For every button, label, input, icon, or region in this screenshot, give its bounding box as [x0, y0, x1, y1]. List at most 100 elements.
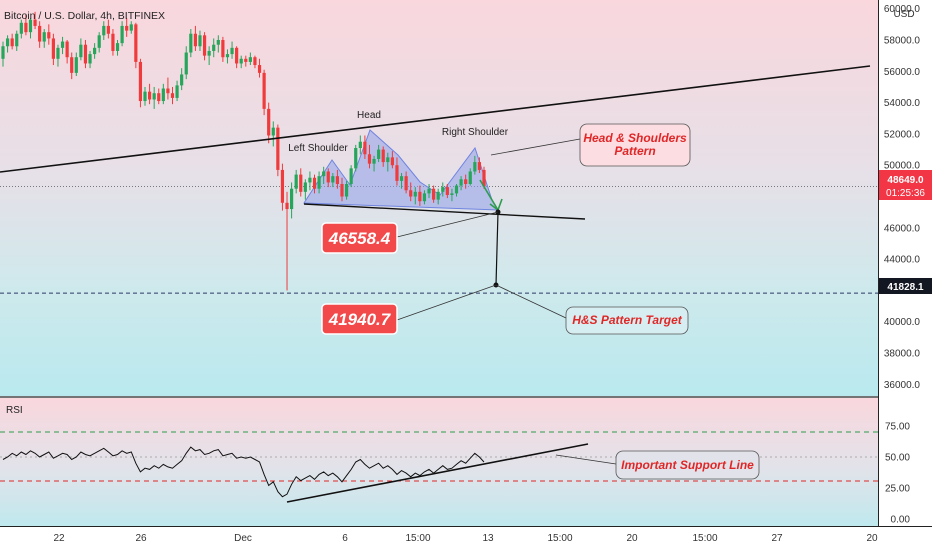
candle[interactable] — [290, 182, 294, 219]
candle[interactable] — [180, 68, 184, 91]
candle[interactable] — [143, 86, 147, 106]
candle[interactable] — [38, 21, 42, 48]
candle[interactable] — [51, 33, 55, 66]
neckline-price-callout[interactable]: 46558.4 — [321, 222, 398, 254]
candle[interactable] — [244, 55, 248, 67]
candle[interactable] — [335, 169, 340, 189]
candle[interactable] — [464, 174, 468, 189]
candle[interactable] — [399, 173, 404, 189]
candle[interactable] — [468, 168, 472, 186]
candle[interactable] — [19, 19, 23, 39]
candle[interactable] — [129, 21, 133, 34]
rsi-support-trendline[interactable] — [286, 443, 589, 503]
candle[interactable] — [102, 21, 106, 40]
target-note[interactable]: H&S Pattern Target — [565, 306, 689, 335]
candlestick-series[interactable] — [1, 11, 486, 291]
candle[interactable] — [436, 188, 440, 205]
candle[interactable] — [225, 49, 230, 64]
candle[interactable] — [386, 152, 390, 172]
time-axis[interactable]: 22 26 Dec 6 15:00 13 15:00 20 15:00 27 20 — [53, 533, 878, 544]
candle[interactable] — [459, 176, 463, 191]
target-price-tag[interactable]: 41828.1 — [879, 278, 932, 294]
candle[interactable] — [42, 29, 46, 48]
target-price-callout[interactable]: 41940.7 — [321, 303, 398, 335]
candle[interactable] — [280, 163, 285, 211]
candle[interactable] — [381, 146, 385, 167]
time-axis-background[interactable] — [0, 526, 932, 550]
rsi-series-line[interactable] — [2, 446, 485, 498]
candle[interactable] — [404, 171, 408, 194]
candle[interactable] — [138, 58, 143, 108]
candle[interactable] — [477, 157, 482, 174]
candle[interactable] — [83, 40, 88, 69]
last-price-tag[interactable]: 48649.0 01:25:36 — [879, 170, 932, 200]
hs-pattern-note[interactable]: Head & Shoulders Pattern — [579, 123, 691, 167]
candle[interactable] — [202, 32, 207, 61]
candle[interactable] — [106, 19, 110, 39]
candle[interactable] — [1, 41, 5, 67]
candle[interactable] — [299, 168, 303, 197]
candle[interactable] — [372, 155, 376, 172]
candle[interactable] — [267, 102, 271, 144]
candle[interactable] — [413, 187, 417, 205]
candle[interactable] — [79, 38, 83, 61]
candle[interactable] — [15, 30, 19, 51]
candle[interactable] — [161, 83, 165, 105]
candle[interactable] — [120, 21, 124, 47]
candle[interactable] — [230, 41, 234, 59]
candle[interactable] — [207, 46, 211, 66]
candle[interactable] — [175, 80, 179, 102]
candle[interactable] — [340, 177, 344, 202]
candle[interactable] — [60, 36, 65, 55]
candle[interactable] — [216, 35, 220, 53]
candle[interactable] — [377, 144, 381, 163]
candle[interactable] — [427, 184, 431, 199]
candle[interactable] — [422, 190, 427, 205]
candle[interactable] — [88, 50, 92, 69]
rsi-line[interactable] — [2, 446, 485, 498]
candle[interactable] — [28, 18, 33, 39]
candle[interactable] — [303, 179, 307, 200]
candle[interactable] — [5, 35, 10, 53]
candle[interactable] — [409, 182, 413, 202]
candle[interactable] — [262, 69, 266, 116]
candle[interactable] — [445, 184, 449, 199]
rsi-axis[interactable]: 75.00 50.00 25.00 0.00 — [885, 422, 910, 526]
candle[interactable] — [257, 58, 262, 78]
candle[interactable] — [70, 52, 74, 80]
candle[interactable] — [432, 185, 436, 203]
candle[interactable] — [317, 171, 321, 194]
candle[interactable] — [322, 166, 326, 184]
candle[interactable] — [308, 171, 312, 191]
projected-drop-arrow[interactable] — [479, 179, 499, 211]
candle[interactable] — [326, 168, 330, 188]
candle[interactable] — [134, 22, 138, 69]
candle[interactable] — [450, 188, 454, 202]
candle[interactable] — [93, 43, 97, 59]
candle[interactable] — [33, 11, 37, 30]
candle[interactable] — [482, 166, 486, 189]
candle[interactable] — [473, 155, 477, 175]
candle[interactable] — [354, 144, 358, 172]
candle[interactable] — [349, 165, 353, 188]
candle[interactable] — [418, 185, 422, 206]
candle[interactable] — [441, 182, 445, 197]
candle[interactable] — [74, 52, 78, 76]
candle[interactable] — [97, 32, 101, 53]
target-measure-line[interactable] — [495, 211, 499, 286]
neckline[interactable] — [303, 203, 586, 220]
candle[interactable] — [239, 55, 243, 69]
candle[interactable] — [212, 38, 216, 58]
candle[interactable] — [10, 33, 14, 50]
candle[interactable] — [125, 18, 129, 37]
candle[interactable] — [271, 121, 275, 147]
candle[interactable] — [253, 55, 257, 69]
candle[interactable] — [390, 151, 394, 169]
candle[interactable] — [454, 184, 459, 197]
candle[interactable] — [312, 174, 317, 194]
candle[interactable] — [358, 135, 362, 155]
candle[interactable] — [221, 36, 225, 62]
candle[interactable] — [56, 44, 60, 67]
price-axis-background[interactable] — [878, 0, 932, 526]
